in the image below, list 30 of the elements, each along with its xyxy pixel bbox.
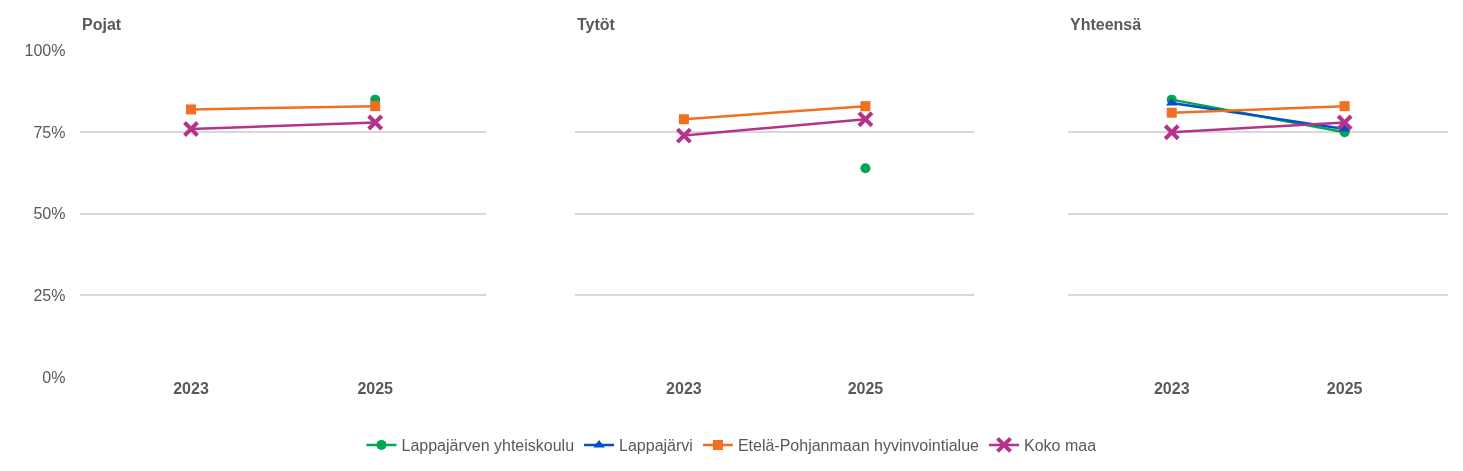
x-tick-label: 2023	[666, 380, 702, 398]
y-tick-label: 25%	[33, 287, 66, 305]
x-tick-label: 2025	[357, 380, 394, 398]
legend-label: Etelä-Pohjanmaan hyvinvointialue	[737, 437, 980, 455]
y-tick-label: 100%	[24, 42, 66, 60]
point	[185, 104, 196, 115]
point	[860, 101, 871, 112]
point	[366, 113, 384, 131]
legend-label: Koko maa	[1024, 437, 1097, 455]
x-tick-label: 2025	[1326, 380, 1363, 398]
chart-title: Yhteensä	[1070, 16, 1142, 33]
point	[675, 127, 693, 145]
point	[1339, 101, 1350, 112]
x-tick-label: 2025	[847, 380, 884, 398]
chart-title: Pojat	[82, 16, 122, 33]
legend-label: Lappajärvi	[619, 437, 693, 455]
y-tick-label: 75%	[33, 123, 66, 141]
y-tick-label: 0%	[42, 368, 66, 386]
point	[678, 114, 689, 125]
point	[182, 120, 200, 138]
point	[1166, 107, 1177, 118]
point	[1163, 123, 1181, 141]
chart-title: Tytöt	[577, 16, 616, 33]
x-tick-label: 2023	[1153, 380, 1190, 398]
x-tick-label: 2023	[173, 380, 209, 398]
y-tick-label: 50%	[33, 205, 66, 223]
point	[856, 110, 874, 128]
point	[370, 101, 381, 112]
point	[860, 163, 871, 174]
legend-label: Lappajärven yhteiskoulu	[401, 437, 575, 455]
